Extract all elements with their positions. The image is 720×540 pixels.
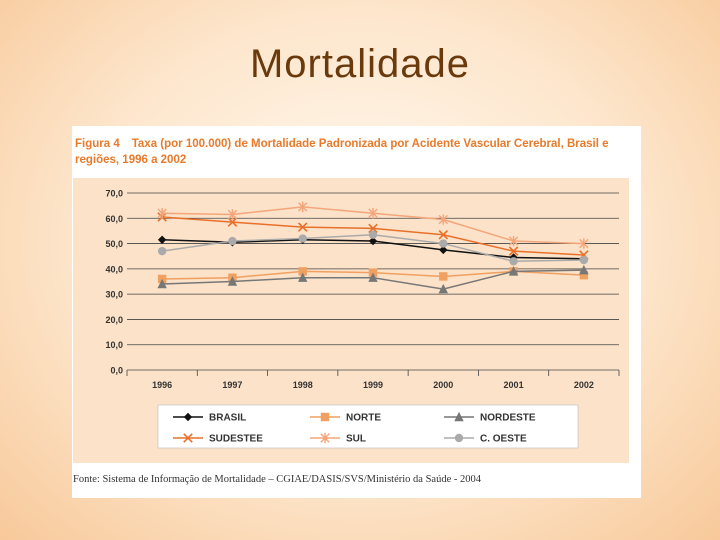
data-point bbox=[438, 229, 449, 240]
legend-item: C. OESTE bbox=[444, 434, 527, 445]
x-tick-label: 1996 bbox=[152, 380, 172, 390]
legend-item: SUDESTEE bbox=[173, 433, 263, 445]
data-point bbox=[579, 255, 589, 265]
legend-label: NORTE bbox=[346, 413, 381, 424]
x-tick-label: 1997 bbox=[222, 380, 242, 390]
data-point bbox=[298, 234, 307, 243]
legend-label: SUL bbox=[346, 434, 366, 445]
data-point bbox=[157, 208, 167, 219]
data-point bbox=[454, 411, 464, 422]
y-tick-label: 30,0 bbox=[105, 290, 123, 300]
data-point bbox=[439, 272, 448, 281]
data-point bbox=[368, 236, 378, 246]
data-point bbox=[298, 201, 308, 213]
data-point bbox=[157, 235, 167, 244]
legend-item: SUL bbox=[310, 432, 366, 445]
series-c-oeste bbox=[157, 230, 589, 266]
data-point bbox=[368, 223, 378, 234]
data-point bbox=[320, 432, 330, 444]
y-tick-label: 20,0 bbox=[105, 315, 123, 325]
data-point bbox=[228, 236, 237, 246]
x-tick-label: 2001 bbox=[504, 380, 524, 390]
data-point bbox=[368, 208, 378, 219]
data-point bbox=[579, 264, 589, 275]
data-point bbox=[508, 266, 519, 276]
y-tick-label: 70,0 bbox=[105, 189, 123, 199]
series-nordeste bbox=[157, 264, 589, 294]
y-tick-label: 10,0 bbox=[105, 340, 123, 350]
data-point bbox=[298, 267, 307, 276]
legend-item: NORTE bbox=[310, 413, 381, 424]
legend-label: SUDESTEE bbox=[209, 434, 263, 445]
figure-caption: Figura 4 Taxa (por 100.000) de Mortalidad… bbox=[75, 136, 635, 168]
series-sul bbox=[157, 201, 589, 249]
slide-title: Mortalidade bbox=[249, 42, 470, 86]
x-tick-label: 1999 bbox=[363, 380, 383, 390]
x-tick-label: 1998 bbox=[293, 380, 313, 390]
data-point bbox=[157, 246, 167, 256]
legend-item: NORDESTE bbox=[444, 411, 536, 424]
legend-label: NORDESTE bbox=[480, 413, 536, 424]
data-point bbox=[438, 283, 448, 294]
data-point bbox=[454, 433, 464, 443]
data-point bbox=[227, 217, 238, 227]
data-point bbox=[439, 239, 448, 248]
data-point bbox=[320, 412, 330, 422]
data-point bbox=[157, 278, 167, 289]
y-tick-label: 60,0 bbox=[105, 214, 123, 224]
data-point bbox=[579, 238, 589, 249]
data-point bbox=[297, 222, 308, 232]
data-point bbox=[298, 272, 308, 282]
line-chart: 0,0 10,0 20,0 30,0 40,0 50,0 60,0 70,0 1996 1997 1… bbox=[73, 178, 629, 463]
legend: BRASIL NORTE NORDESTE SUDESTEE SUL C. OESTE bbox=[157, 404, 579, 449]
series-sudestee bbox=[157, 212, 589, 260]
data-point bbox=[508, 235, 519, 247]
y-tick-label: 0,0 bbox=[110, 366, 123, 376]
x-tick-label: 2002 bbox=[574, 380, 594, 390]
y-tick-label: 50,0 bbox=[105, 239, 123, 249]
data-point bbox=[368, 272, 378, 282]
y-tick-label: 40,0 bbox=[105, 264, 123, 274]
legend-box bbox=[157, 404, 579, 449]
data-point bbox=[368, 230, 378, 239]
data-point bbox=[227, 209, 238, 220]
legend-label: C. OESTE bbox=[480, 434, 527, 445]
legend-label: BRASIL bbox=[209, 413, 246, 424]
figure-source: Fonte: Sistema de Informação de Mortalid… bbox=[73, 474, 481, 485]
figure-number: Figura 4 bbox=[75, 138, 120, 150]
data-point bbox=[227, 276, 238, 286]
data-point bbox=[438, 214, 448, 225]
figure-card: Figura 4 Taxa (por 100.000) de Mortalidad… bbox=[72, 126, 641, 498]
data-point bbox=[579, 270, 589, 280]
data-point bbox=[509, 257, 518, 266]
x-tick-label: 2000 bbox=[433, 380, 453, 390]
figure-caption-text: Taxa (por 100.000) de Mortalidade Padron… bbox=[75, 138, 609, 166]
data-point bbox=[183, 433, 193, 443]
data-point bbox=[508, 246, 519, 256]
